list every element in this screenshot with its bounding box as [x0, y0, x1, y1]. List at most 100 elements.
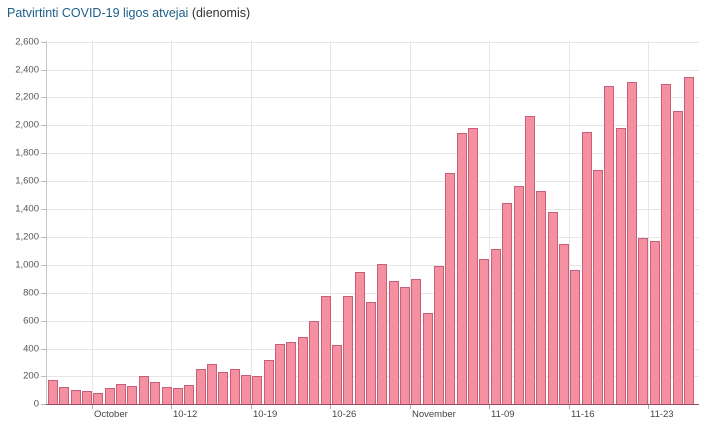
x-tick-label: November — [412, 409, 456, 420]
bar-10-02[interactable] — [59, 386, 70, 405]
x-tick-mark — [410, 405, 411, 409]
bar-10-09[interactable] — [138, 375, 149, 405]
bar-11-16[interactable] — [570, 269, 581, 405]
bar-11-07[interactable] — [468, 128, 479, 405]
gridline-h — [47, 237, 699, 238]
bar-10-16[interactable] — [218, 372, 229, 405]
x-tick-label: 11-16 — [571, 409, 595, 420]
bar-10-08[interactable] — [127, 385, 138, 405]
bar-11-25[interactable] — [672, 110, 683, 405]
y-tick-mark — [41, 349, 46, 350]
gridline-h — [47, 125, 699, 126]
bar-10-13[interactable] — [184, 384, 195, 405]
bar-11-09[interactable] — [490, 249, 501, 405]
y-tick-label: 2,200 — [15, 91, 39, 103]
y-tick-label: 2,400 — [15, 64, 39, 76]
y-tick-label: 1,000 — [15, 259, 39, 271]
bar-10-30[interactable] — [377, 263, 388, 405]
y-tick-mark — [41, 153, 46, 154]
x-tick-label: 10-12 — [173, 409, 198, 420]
chart-title: Patvirtinti COVID-19 ligos atvejai (dien… — [7, 6, 250, 20]
bar-10-28[interactable] — [354, 272, 365, 405]
bar-10-06[interactable] — [104, 388, 115, 405]
bar-11-20[interactable] — [615, 127, 626, 405]
x-tick-label: 11-09 — [491, 409, 515, 420]
bar-11-14[interactable] — [547, 211, 558, 405]
bar-10-07[interactable] — [116, 383, 127, 405]
bar-11-24[interactable] — [661, 83, 672, 405]
x-tick-mark — [648, 405, 649, 409]
bar-10-04[interactable] — [82, 390, 93, 405]
x-tick-label: October — [94, 409, 128, 420]
gridline-h — [47, 153, 699, 154]
bar-11-26[interactable] — [683, 76, 694, 405]
bar-11-06[interactable] — [456, 133, 467, 405]
gridline-v — [569, 41, 570, 405]
bar-11-04[interactable] — [434, 265, 445, 405]
bar-11-05[interactable] — [445, 173, 456, 405]
y-tick-label: 1,400 — [15, 203, 39, 215]
bar-11-10[interactable] — [502, 203, 513, 405]
bar-11-19[interactable] — [604, 86, 615, 405]
y-tick-mark — [41, 70, 46, 71]
gridline-h — [47, 97, 699, 98]
bar-10-18[interactable] — [241, 375, 252, 405]
bar-10-01[interactable] — [48, 379, 58, 405]
y-tick-mark — [41, 404, 46, 405]
bar-11-01[interactable] — [400, 287, 410, 405]
bar-10-24[interactable] — [309, 320, 320, 405]
bar-10-20[interactable] — [263, 360, 274, 405]
gridline-v — [489, 41, 490, 405]
bar-11-22[interactable] — [638, 238, 649, 405]
bar-10-21[interactable] — [275, 344, 286, 405]
x-tick-mark — [489, 405, 490, 409]
gridline-h — [47, 181, 699, 182]
x-axis — [46, 404, 699, 405]
bar-10-19[interactable] — [252, 376, 263, 405]
gridline-h — [47, 265, 699, 266]
y-tick-mark — [41, 321, 46, 322]
gridline-v — [92, 41, 93, 405]
bar-10-23[interactable] — [297, 336, 308, 405]
gridline-h — [47, 293, 699, 294]
bar-11-18[interactable] — [593, 170, 604, 405]
bar-10-22[interactable] — [286, 341, 297, 405]
y-tick-mark — [41, 293, 46, 294]
bar-11-13[interactable] — [536, 190, 547, 405]
bar-10-05[interactable] — [93, 393, 104, 405]
y-tick-mark — [41, 376, 46, 377]
bar-10-12[interactable] — [172, 387, 183, 405]
bar-11-15[interactable] — [558, 243, 569, 405]
bar-11-17[interactable] — [581, 132, 592, 405]
bar-10-25[interactable] — [320, 296, 331, 405]
bar-11-23[interactable] — [649, 240, 660, 405]
x-tick-mark — [569, 405, 570, 409]
bar-11-03[interactable] — [422, 312, 433, 405]
y-tick-mark — [41, 181, 46, 182]
bar-11-11[interactable] — [513, 186, 524, 405]
bar-11-12[interactable] — [524, 116, 535, 405]
gridline-v — [330, 41, 331, 405]
y-tick-mark — [41, 125, 46, 126]
x-tick-label: 10-19 — [253, 409, 278, 420]
bar-10-26[interactable] — [331, 345, 342, 405]
y-tick-mark — [41, 265, 46, 266]
bar-11-02[interactable] — [411, 279, 422, 405]
y-tick-label: 1,600 — [15, 175, 39, 187]
bar-10-03[interactable] — [70, 389, 81, 405]
bar-11-21[interactable] — [627, 81, 638, 405]
bar-10-14[interactable] — [195, 368, 206, 405]
y-tick-label: 0 — [33, 398, 39, 410]
bar-10-31[interactable] — [388, 280, 399, 405]
bar-10-27[interactable] — [343, 295, 354, 405]
bar-10-10[interactable] — [150, 381, 161, 405]
x-tick-label: 10-26 — [332, 409, 357, 420]
y-tick-mark — [41, 97, 46, 98]
bar-10-29[interactable] — [365, 302, 376, 405]
gridline-v — [251, 41, 252, 405]
bar-10-15[interactable] — [206, 364, 217, 405]
bar-11-08[interactable] — [479, 259, 490, 405]
bar-10-17[interactable] — [229, 368, 240, 405]
bar-10-11[interactable] — [161, 386, 172, 405]
